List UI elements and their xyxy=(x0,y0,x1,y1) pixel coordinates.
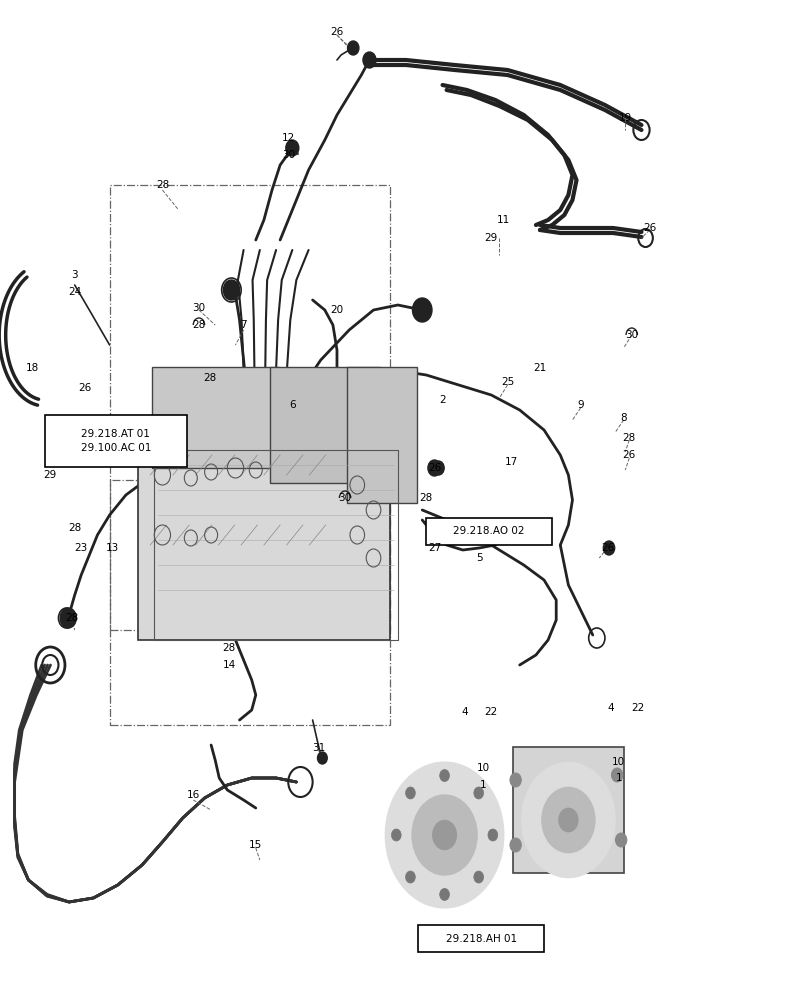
Circle shape xyxy=(285,140,298,156)
Text: 20: 20 xyxy=(330,305,343,315)
Circle shape xyxy=(412,795,476,875)
Text: 28: 28 xyxy=(68,523,81,533)
Circle shape xyxy=(385,762,503,908)
Circle shape xyxy=(432,461,444,475)
Circle shape xyxy=(391,829,401,841)
Circle shape xyxy=(347,41,358,55)
Text: 22: 22 xyxy=(484,707,497,717)
Text: 28: 28 xyxy=(203,373,216,383)
Text: 13: 13 xyxy=(105,543,118,553)
Text: 29.218.AO 02: 29.218.AO 02 xyxy=(453,526,525,536)
Text: 25: 25 xyxy=(500,377,513,387)
Bar xyxy=(109,480,389,725)
Text: 22: 22 xyxy=(630,703,643,713)
Text: 26: 26 xyxy=(642,223,655,233)
Circle shape xyxy=(521,763,614,877)
Circle shape xyxy=(286,141,298,155)
Text: 12: 12 xyxy=(281,133,294,143)
Text: 18: 18 xyxy=(26,363,39,373)
Text: 31: 31 xyxy=(311,743,324,753)
Text: 21: 21 xyxy=(533,363,546,373)
Circle shape xyxy=(487,829,497,841)
Text: 8: 8 xyxy=(620,413,626,423)
FancyBboxPatch shape xyxy=(346,367,416,503)
Text: 26: 26 xyxy=(622,450,635,460)
Circle shape xyxy=(414,300,430,320)
FancyBboxPatch shape xyxy=(152,367,278,468)
Text: 26: 26 xyxy=(427,463,440,473)
Circle shape xyxy=(509,838,521,852)
Text: 16: 16 xyxy=(187,790,200,800)
Circle shape xyxy=(223,280,239,300)
Circle shape xyxy=(363,52,375,68)
Circle shape xyxy=(412,298,431,322)
Text: 23: 23 xyxy=(75,543,88,553)
Text: 29: 29 xyxy=(44,470,57,480)
Text: 26: 26 xyxy=(79,383,92,393)
Text: 15: 15 xyxy=(249,840,262,850)
Circle shape xyxy=(541,788,594,852)
Text: 30: 30 xyxy=(281,150,294,160)
Bar xyxy=(418,925,543,952)
Text: 30: 30 xyxy=(338,493,351,503)
Circle shape xyxy=(509,773,521,787)
Text: 5: 5 xyxy=(475,553,482,563)
Circle shape xyxy=(474,871,483,883)
Circle shape xyxy=(317,752,327,764)
Text: 4: 4 xyxy=(607,703,613,713)
Circle shape xyxy=(405,871,414,883)
FancyBboxPatch shape xyxy=(513,747,623,873)
Text: 26: 26 xyxy=(600,543,613,553)
Text: 30: 30 xyxy=(192,303,205,313)
Circle shape xyxy=(440,888,449,900)
Text: 28: 28 xyxy=(222,643,235,653)
Text: 24: 24 xyxy=(68,287,81,297)
Text: 28: 28 xyxy=(622,433,635,443)
Text: 28: 28 xyxy=(65,613,78,623)
Text: 6: 6 xyxy=(289,400,295,410)
Circle shape xyxy=(603,541,614,555)
Circle shape xyxy=(474,787,483,799)
Text: 7: 7 xyxy=(240,320,247,330)
Circle shape xyxy=(432,820,456,849)
FancyBboxPatch shape xyxy=(269,367,380,483)
Circle shape xyxy=(615,833,626,847)
Text: 28: 28 xyxy=(419,493,432,503)
Text: 4: 4 xyxy=(461,707,467,717)
Text: 26: 26 xyxy=(330,27,343,37)
Text: 19: 19 xyxy=(618,113,631,123)
Text: 29.218.AH 01: 29.218.AH 01 xyxy=(445,934,516,944)
Text: 17: 17 xyxy=(504,457,517,467)
Circle shape xyxy=(558,808,577,832)
Text: 3: 3 xyxy=(71,270,78,280)
Bar xyxy=(109,185,389,630)
Circle shape xyxy=(405,787,414,799)
Text: 27: 27 xyxy=(427,543,440,553)
Text: 14: 14 xyxy=(222,660,235,670)
Circle shape xyxy=(427,460,440,476)
Bar xyxy=(45,415,187,467)
Bar xyxy=(426,518,551,545)
Text: 29.218.AT 01
29.100.AC 01: 29.218.AT 01 29.100.AC 01 xyxy=(80,429,151,453)
Text: 2: 2 xyxy=(439,395,445,405)
Circle shape xyxy=(611,768,622,782)
Circle shape xyxy=(60,608,76,628)
Text: 10: 10 xyxy=(476,763,489,773)
Text: 28: 28 xyxy=(192,320,205,330)
Text: 11: 11 xyxy=(496,215,509,225)
Text: 1: 1 xyxy=(615,773,621,783)
Text: 29: 29 xyxy=(484,233,497,243)
Text: 9: 9 xyxy=(577,400,583,410)
FancyBboxPatch shape xyxy=(138,445,389,640)
Text: 30: 30 xyxy=(624,330,637,340)
Text: 10: 10 xyxy=(611,757,624,767)
Circle shape xyxy=(440,770,449,782)
Text: 28: 28 xyxy=(156,180,169,190)
Text: 1: 1 xyxy=(479,780,486,790)
